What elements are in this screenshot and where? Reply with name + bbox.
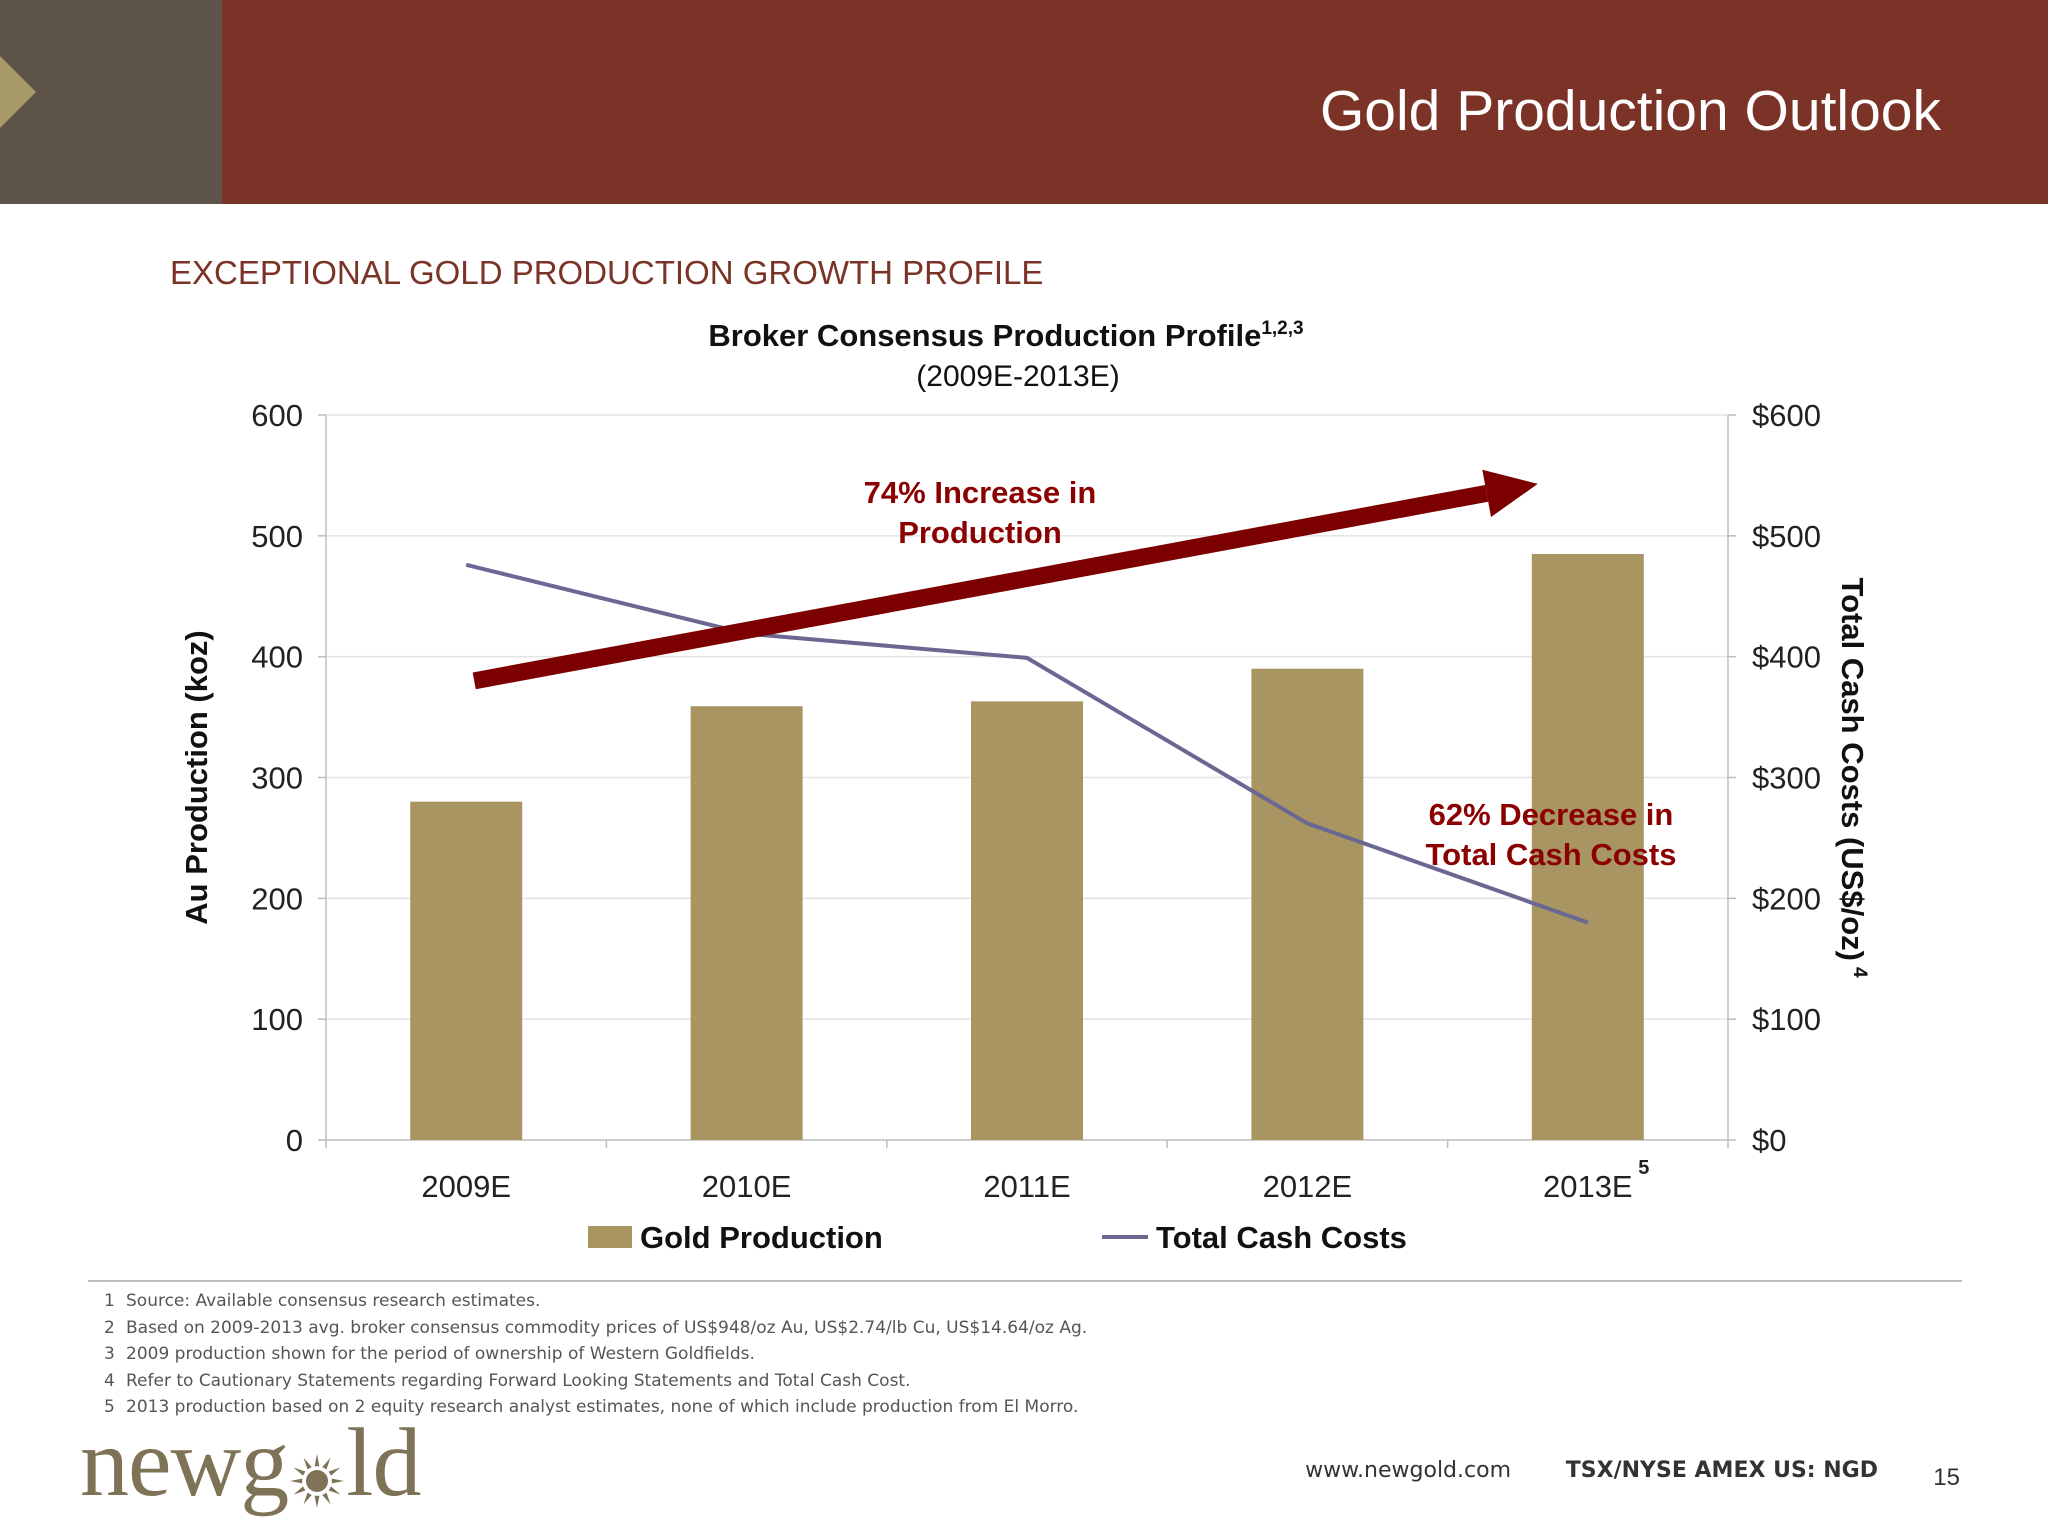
bar-2009E bbox=[410, 801, 523, 1140]
y2-axis-title: Total Cash Costs (US$/oz)4 bbox=[1835, 577, 1870, 978]
y-tick-label: 100 bbox=[251, 1002, 303, 1037]
trend-arrow-shaft bbox=[472, 484, 1489, 690]
newgold-logo: newg ld bbox=[80, 1408, 422, 1517]
footnote-3: 3 2009 production shown for the period of… bbox=[88, 1341, 1962, 1368]
bar-2013E bbox=[1531, 553, 1644, 1140]
footer-url[interactable]: www.newgold.com bbox=[1305, 1458, 1511, 1483]
y2-tick-label: $100 bbox=[1752, 1002, 1821, 1037]
footer-ticker: TSX/NYSE AMEX US: NGD bbox=[1565, 1458, 1878, 1483]
y-tick-label: 500 bbox=[251, 519, 303, 554]
y-tick-label: 600 bbox=[251, 398, 303, 433]
footnote-text: Source: Available consensus research est… bbox=[126, 1291, 541, 1311]
x-tick-label: 2013E bbox=[1543, 1169, 1633, 1204]
footnote-number: 4 bbox=[104, 1370, 115, 1391]
triangle-icon bbox=[0, 56, 36, 128]
sun-ray bbox=[303, 1492, 312, 1505]
footnotes: 1 Source: Available consensus research es… bbox=[88, 1280, 1962, 1421]
legend-label-gold-production: Gold Production bbox=[640, 1220, 883, 1255]
trend-arrow-head bbox=[1482, 469, 1538, 517]
y-tick-label: 400 bbox=[251, 640, 303, 675]
footnote-number: 2 bbox=[104, 1317, 115, 1338]
sun-ray bbox=[328, 1486, 341, 1495]
x-tick-label: 2011E bbox=[983, 1169, 1070, 1204]
legend-swatch-gold-production bbox=[588, 1226, 632, 1248]
y-tick-label: 300 bbox=[251, 761, 303, 796]
y2-tick-label: $600 bbox=[1752, 398, 1821, 433]
y2-tick-label: $500 bbox=[1752, 519, 1821, 554]
footnote-text: Based on 2009-2013 avg. broker consensus… bbox=[126, 1317, 1088, 1338]
page-number: 15 bbox=[1933, 1464, 1960, 1491]
bar-2011E bbox=[971, 701, 1083, 1140]
y2-tick-label: $300 bbox=[1752, 761, 1821, 796]
sun-icon bbox=[290, 1454, 345, 1508]
trend-arrow bbox=[472, 469, 1538, 690]
chart-labels: 0 $0 100 $100 200 $200 300 $300 400 $400 500 $500 60… bbox=[179, 318, 1870, 1255]
annotation-production-increase: 74% Increase in bbox=[864, 475, 1097, 510]
y-tick-label: 200 bbox=[251, 881, 303, 916]
chart-title: Broker Consensus Production Profile1,2,3 bbox=[708, 318, 1303, 353]
x-tick-label: 2012E bbox=[1263, 1169, 1353, 1204]
footnote-number: 1 bbox=[104, 1291, 115, 1311]
footnote-text: Refer to Cautionary Statements regarding… bbox=[126, 1370, 911, 1391]
footnote-4: 4 Refer to Cautionary Statements regardin… bbox=[88, 1368, 1962, 1395]
sun-ray bbox=[303, 1457, 312, 1470]
legend-label-total-cash-costs: Total Cash Costs bbox=[1156, 1220, 1407, 1255]
footnote-text: 2013 production based on 2 equity resear… bbox=[126, 1397, 1079, 1417]
y-axis-title: Au Production (koz) bbox=[179, 630, 214, 924]
y-tick-label: 0 bbox=[286, 1123, 303, 1158]
footnote-number: 5 bbox=[104, 1397, 115, 1417]
y2-tick-label: $400 bbox=[1752, 640, 1821, 675]
section-heading: EXCEPTIONAL GOLD PRODUCTION GROWTH PROFI… bbox=[170, 254, 1044, 291]
header-accent-block bbox=[0, 0, 222, 204]
footnote-1: 1 Source: Available consensus research es… bbox=[88, 1288, 1962, 1315]
bars bbox=[410, 553, 1644, 1140]
y2-tick-label: $200 bbox=[1752, 881, 1821, 916]
sun-ray bbox=[322, 1492, 331, 1505]
production-chart: 0 $0 100 $100 200 $200 300 $300 400 $400 500 $500 60… bbox=[179, 318, 1870, 1255]
sun-ray bbox=[328, 1467, 341, 1476]
x-tick-label: 2010E bbox=[702, 1169, 792, 1204]
annotation-cost-decrease: 62% Decrease in bbox=[1429, 797, 1674, 832]
bar-2012E bbox=[1251, 668, 1364, 1140]
sun-ray bbox=[322, 1457, 331, 1470]
sun-ray bbox=[332, 1478, 345, 1484]
logo-text-left: newg bbox=[80, 1409, 289, 1517]
annotation-production-increase-line2: Production bbox=[898, 515, 1062, 550]
chart-subtitle: (2009E-2013E) bbox=[916, 360, 1119, 393]
annotation-cost-decrease-line2: Total Cash Costs bbox=[1426, 837, 1677, 872]
sun-ray bbox=[314, 1454, 320, 1467]
x-tick-label: 2009E bbox=[421, 1169, 511, 1204]
sun-ray bbox=[290, 1478, 303, 1484]
logo-text-right: ld bbox=[346, 1409, 421, 1517]
x-tick-superscript: 5 bbox=[1638, 1157, 1649, 1179]
footnote-2: 2 Based on 2009-2013 avg. broker consensu… bbox=[88, 1315, 1962, 1342]
page-title: Gold Production Outlook bbox=[1319, 79, 1941, 143]
sun-ray bbox=[314, 1495, 320, 1508]
footnote-text: 2009 production shown for the period of … bbox=[126, 1344, 755, 1364]
footnote-5: 5 2013 production based on 2 equity resea… bbox=[88, 1394, 1962, 1421]
header-band bbox=[0, 0, 2048, 204]
footnote-number: 3 bbox=[104, 1344, 115, 1364]
y2-tick-label: $0 bbox=[1752, 1123, 1786, 1158]
sun-ray bbox=[293, 1486, 306, 1495]
bar-2010E bbox=[690, 706, 803, 1140]
sun-ray bbox=[293, 1467, 306, 1476]
